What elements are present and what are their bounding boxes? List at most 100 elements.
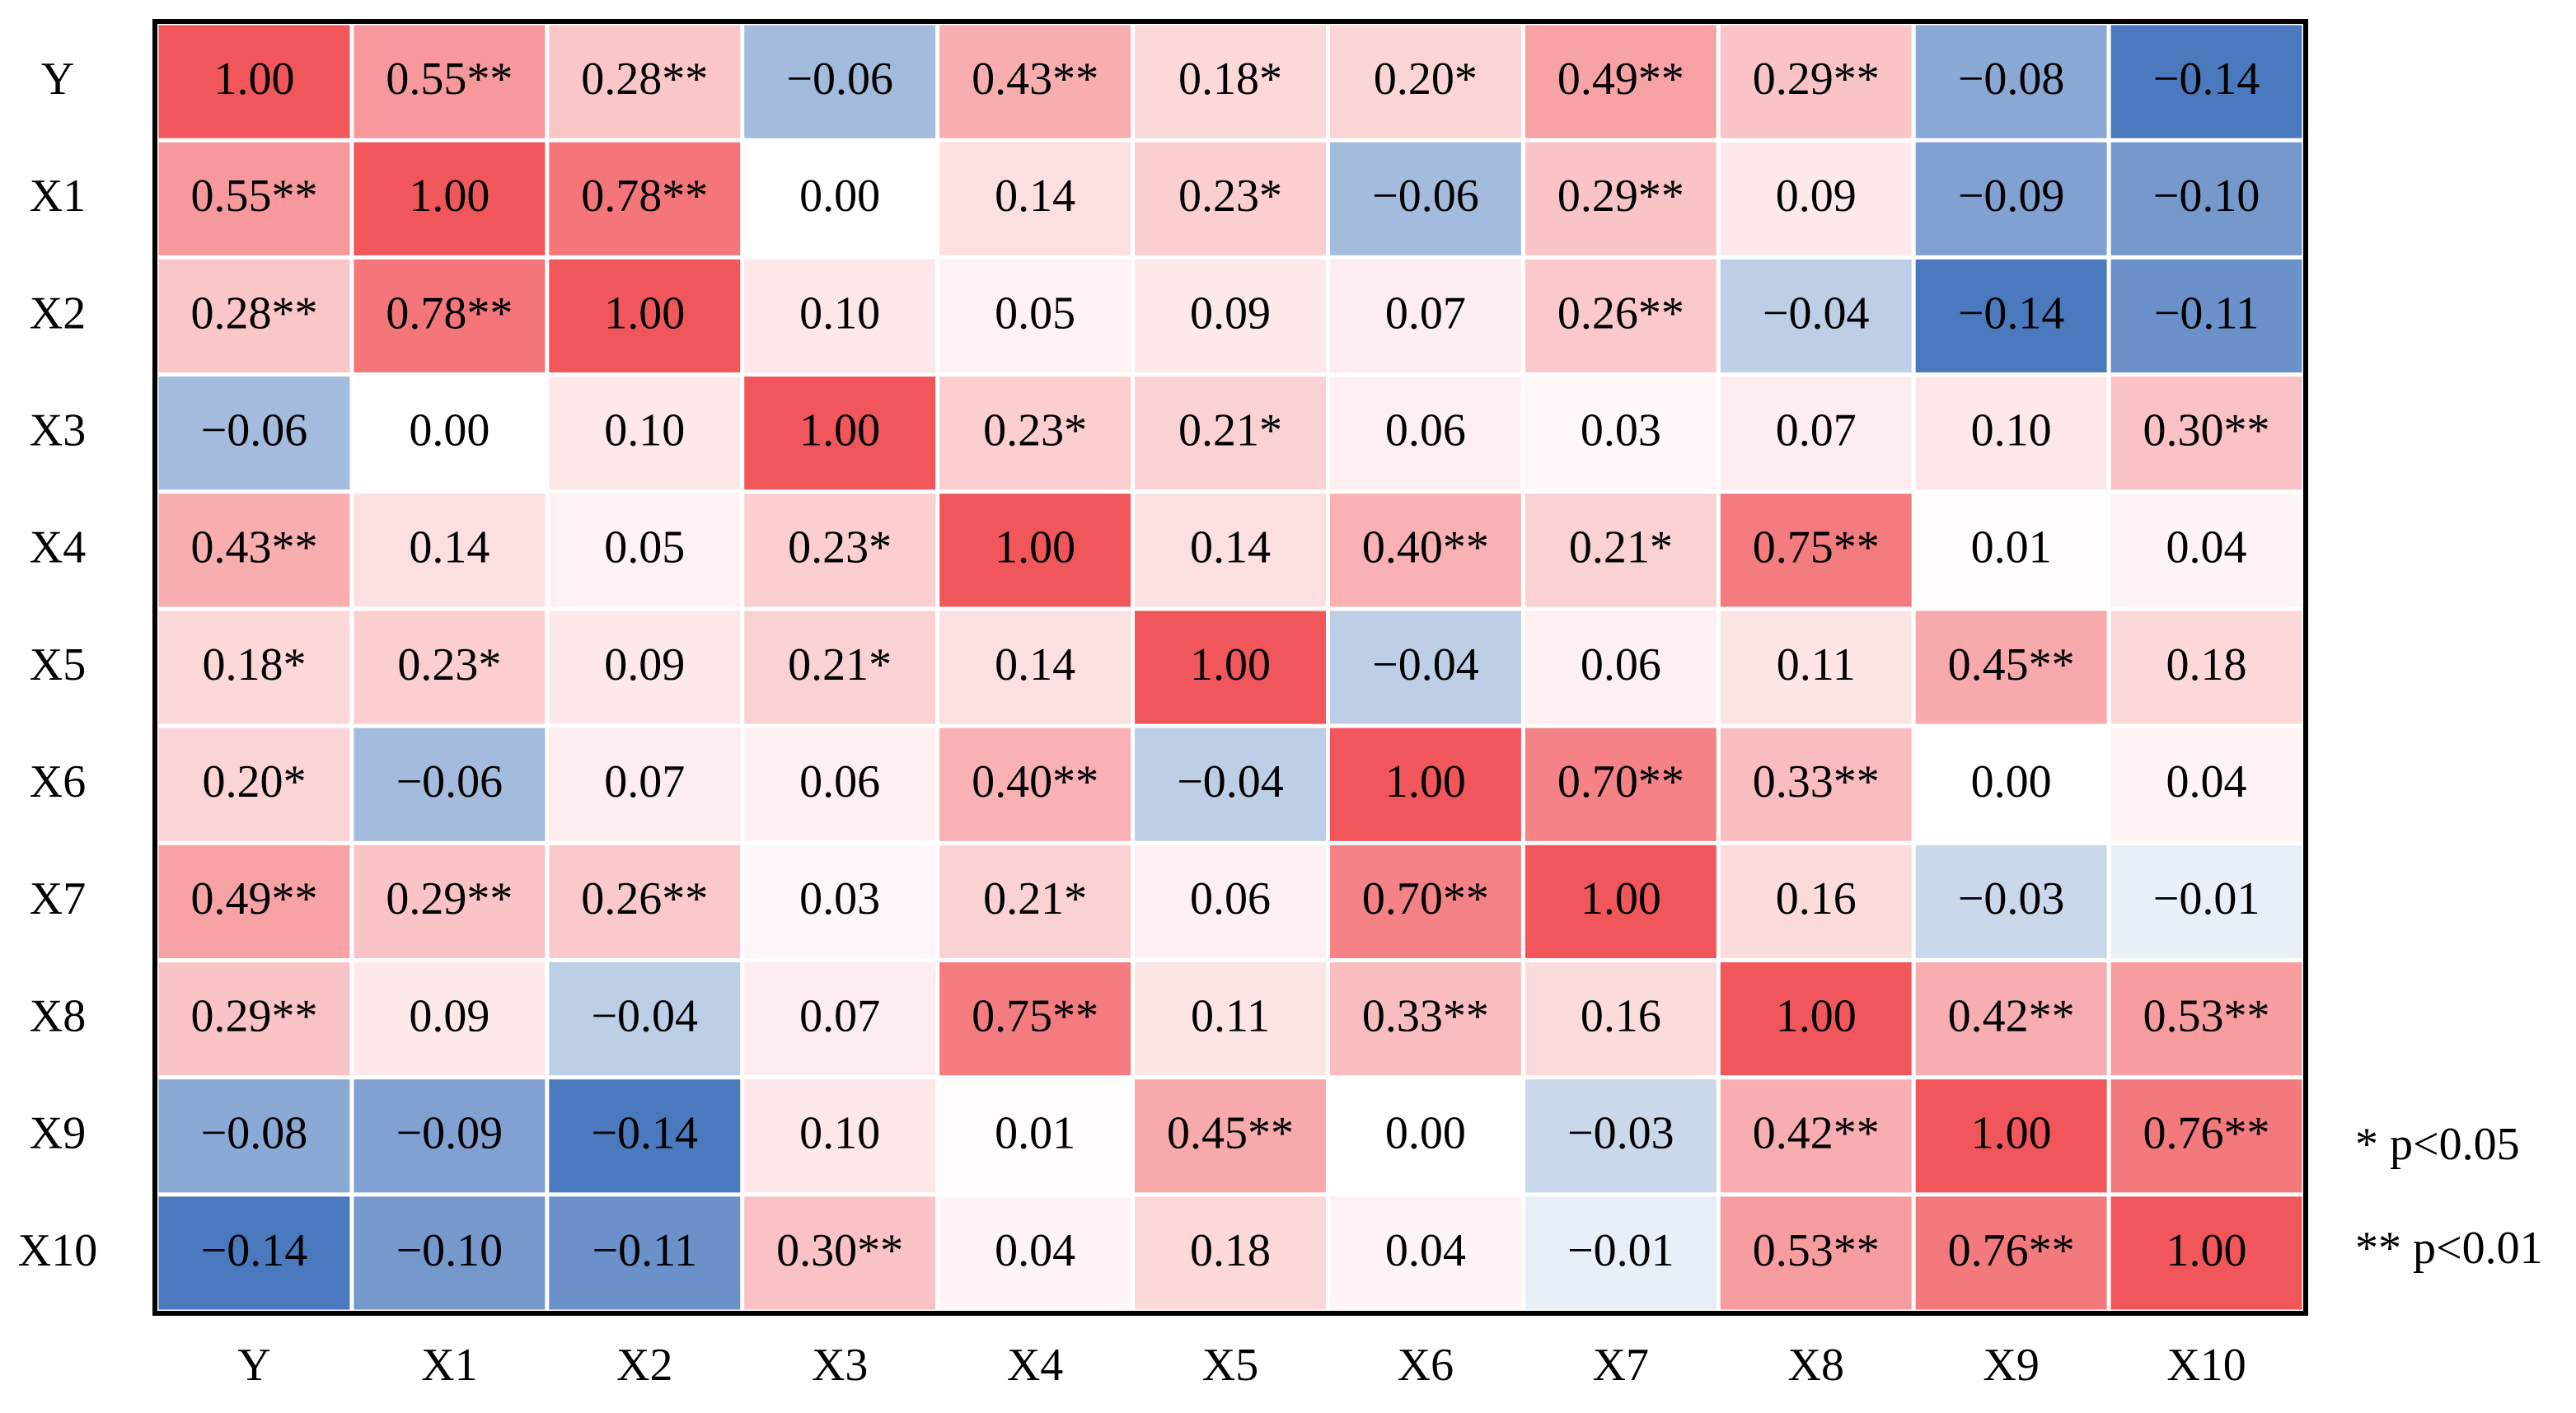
significance-note: * p<0.05: [2355, 1119, 2520, 1170]
heatmap-cell: [1525, 611, 1717, 724]
heatmap-cell: [744, 845, 936, 958]
cell-label: 0.75**: [1753, 522, 1880, 573]
heatmap-cell: [158, 259, 350, 373]
heatmap-cell: [158, 494, 350, 607]
cell-label: 0.03: [1581, 405, 1661, 456]
cell-label: 0.26**: [1557, 288, 1684, 339]
heatmap-cell: [158, 377, 350, 490]
cell-label: 0.16: [1581, 990, 1661, 1041]
cell-label: 0.07: [604, 756, 685, 807]
cell-label: 0.16: [1776, 873, 1857, 924]
cell-label: 0.14: [995, 639, 1075, 690]
cell-label: −0.04: [1763, 288, 1870, 339]
cell-label: 0.10: [1971, 405, 2052, 456]
heatmap-cell: [549, 1079, 741, 1193]
cell-label: 0.45**: [1948, 639, 2075, 690]
heatmap-cell: [744, 1079, 936, 1193]
cell-label: 1.00: [213, 54, 294, 105]
heatmap-cell: [354, 494, 546, 607]
heatmap-cell: [744, 1196, 936, 1310]
x-tick-label: Y: [237, 1340, 270, 1391]
heatmap-cell: [2110, 142, 2302, 255]
heatmap-cell: [1525, 845, 1717, 958]
cell-label: 0.29**: [1557, 171, 1684, 222]
heatmap-cell: [744, 25, 936, 138]
cell-label: 0.09: [1776, 171, 1857, 222]
heatmap-cell: [354, 728, 546, 841]
cell-label: 0.33**: [1753, 756, 1880, 807]
cell-label: 0.78**: [581, 171, 708, 222]
heatmap-cell: [2110, 494, 2302, 607]
x-tick-label: X9: [1983, 1340, 2039, 1391]
cell-label: 0.18*: [1178, 54, 1282, 105]
heatmap-cell: [354, 259, 546, 373]
cell-label: 0.01: [1971, 522, 2052, 573]
y-tick-label: X6: [30, 756, 86, 807]
y-tick-label: X5: [30, 639, 86, 690]
heatmap-cell: [1915, 611, 2107, 724]
cell-label: −0.08: [201, 1108, 308, 1159]
heatmap-cell: [1135, 845, 1326, 958]
cell-label: 0.09: [409, 990, 489, 1041]
y-tick-label: X2: [30, 288, 86, 339]
heatmap-cell: [158, 845, 350, 958]
heatmap-cell: [1329, 1079, 1521, 1193]
heatmap-cell: [744, 728, 936, 841]
cell-label: 0.30**: [2143, 405, 2270, 456]
cell-label: 1.00: [799, 405, 880, 456]
cell-label: 0.40**: [1362, 522, 1489, 573]
cell-label: 0.05: [995, 288, 1075, 339]
cell-label: 0.14: [1190, 522, 1271, 573]
cell-label: −0.14: [1958, 288, 2065, 339]
heatmap-cell: [2110, 259, 2302, 373]
significance-note: ** p<0.01: [2355, 1223, 2543, 1274]
heatmap-cell: [354, 25, 546, 138]
heatmap-cell: [1915, 377, 2107, 490]
heatmap-cell: [1329, 494, 1521, 607]
cell-label: −0.01: [2153, 873, 2260, 924]
cell-label: 0.06: [799, 756, 880, 807]
y-tick-label: X4: [30, 522, 86, 573]
cell-label: 0.04: [1385, 1225, 1466, 1276]
x-tick-label: X7: [1593, 1340, 1649, 1391]
cell-label: 0.07: [799, 990, 880, 1041]
heatmap-cell: [1329, 845, 1521, 958]
cell-label: 0.55**: [190, 171, 317, 222]
heatmap-cell: [1720, 377, 1912, 490]
cell-label: −0.06: [786, 54, 893, 105]
cell-label: 0.14: [995, 171, 1075, 222]
y-tick-label: X10: [18, 1225, 97, 1276]
heatmap-cell: [1915, 1196, 2107, 1310]
y-tick-label: Y: [41, 54, 74, 105]
heatmap-cell: [1915, 1079, 2107, 1193]
cell-label: 0.70**: [1362, 873, 1489, 924]
cell-label: 0.28**: [581, 54, 708, 105]
heatmap-cell: [939, 845, 1131, 958]
heatmap-cell: [1720, 728, 1912, 841]
cell-label: 1.00: [1190, 639, 1271, 690]
heatmap-cell: [2110, 377, 2302, 490]
heatmap-cell: [1720, 142, 1912, 255]
heatmap-cell: [1525, 377, 1717, 490]
heatmap-cell: [939, 259, 1131, 373]
cell-label: 0.09: [1190, 288, 1271, 339]
cell-label: 1.00: [1971, 1108, 2052, 1159]
heatmap-cell: [1720, 611, 1912, 724]
x-tick-label: X8: [1788, 1340, 1844, 1391]
x-tick-label: X3: [812, 1340, 868, 1391]
cell-label: 0.45**: [1167, 1108, 1294, 1159]
cell-label: 0.53**: [2143, 990, 2270, 1041]
plot-border: [152, 19, 2308, 1316]
cell-label: −0.03: [1567, 1108, 1674, 1159]
heatmap-cell: [939, 1079, 1131, 1193]
cell-label: 0.76**: [2143, 1108, 2270, 1159]
heatmap-cell: [2110, 611, 2302, 724]
cell-label: 0.29**: [386, 873, 513, 924]
cell-label: 0.21*: [1178, 405, 1282, 456]
cell-label: 0.23*: [397, 639, 501, 690]
heatmap-cell: [1525, 142, 1717, 255]
heatmap-cell: [1720, 494, 1912, 607]
heatmap-cell: [1329, 259, 1521, 373]
heatmap-cell: [354, 1079, 546, 1193]
heatmap-cell: [1329, 142, 1521, 255]
